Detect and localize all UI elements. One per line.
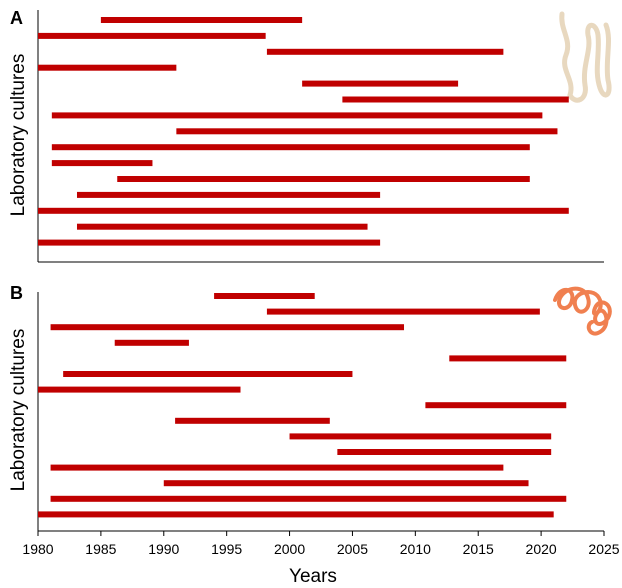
range-bar	[38, 64, 177, 71]
range-bar	[63, 371, 353, 377]
range-bar	[50, 324, 405, 331]
range-bar	[51, 144, 530, 151]
x-tick-label: 1990	[148, 541, 179, 557]
x-tick-label: 2000	[274, 541, 305, 557]
range-bar	[266, 308, 540, 315]
range-bar	[38, 32, 266, 39]
panel-label: B	[10, 283, 23, 303]
range-bar	[100, 17, 303, 23]
range-bar	[449, 355, 567, 362]
x-tick-label: 2020	[526, 541, 557, 557]
worm-icon	[553, 286, 612, 336]
range-bar	[38, 511, 554, 518]
range-bar	[425, 402, 567, 409]
range-bar	[117, 176, 530, 182]
x-tick-label: 1985	[85, 541, 116, 557]
range-bar	[51, 160, 153, 167]
range-bar	[38, 386, 241, 393]
range-bar	[114, 339, 189, 346]
range-bar	[38, 207, 569, 214]
range-bar	[50, 464, 504, 471]
range-bar	[76, 191, 381, 198]
panel-label: A	[10, 8, 23, 28]
range-bar	[214, 293, 315, 299]
range-bar	[175, 417, 330, 424]
range-bar	[76, 223, 368, 230]
range-bar	[51, 112, 543, 119]
range-bar	[289, 433, 552, 440]
x-tick-label: 2010	[400, 541, 431, 557]
x-tick-label: 1995	[211, 541, 242, 557]
x-tick-label: 2025	[588, 541, 619, 557]
range-bar	[266, 48, 504, 55]
y-axis-label: Laboratory cultures	[8, 329, 29, 492]
range-bar	[50, 495, 567, 502]
x-tick-label: 2005	[337, 541, 368, 557]
y-axis-label: Laboratory cultures	[8, 54, 29, 217]
range-bar	[163, 480, 529, 487]
range-bar	[302, 80, 459, 87]
range-bar	[176, 128, 558, 135]
worm-icon	[559, 11, 612, 103]
range-bar	[342, 96, 569, 103]
range-bar	[38, 239, 381, 246]
x-axis-label: Years	[289, 566, 337, 587]
x-tick-label: 1980	[22, 541, 53, 557]
range-bar	[337, 449, 552, 455]
x-tick-label: 2015	[463, 541, 494, 557]
